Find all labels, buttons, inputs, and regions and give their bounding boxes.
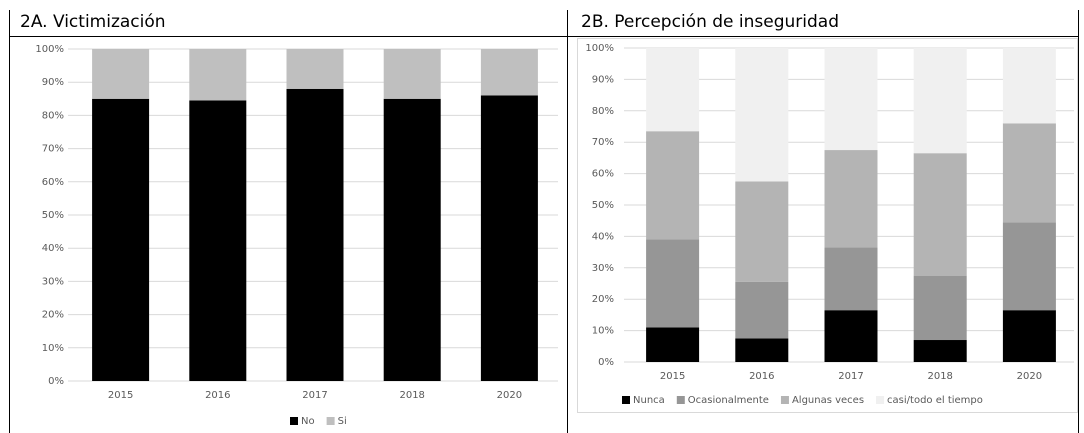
legend-label: casi/todo el tiempo bbox=[887, 395, 983, 406]
bar-segment bbox=[824, 48, 878, 151]
bar-segment bbox=[735, 181, 789, 282]
bar-segment bbox=[824, 310, 878, 362]
bar-segment bbox=[735, 338, 789, 362]
x-tick-label: 2018 bbox=[399, 390, 424, 401]
x-tick-label: 2017 bbox=[838, 371, 863, 382]
y-tick-label: 0% bbox=[48, 376, 64, 387]
y-tick-label: 60% bbox=[592, 169, 614, 180]
y-tick-label: 10% bbox=[42, 343, 64, 354]
legend-swatch bbox=[780, 396, 789, 404]
y-tick-label: 30% bbox=[592, 263, 614, 274]
legend-swatch bbox=[326, 417, 335, 425]
panel-title: 2B. Percepción de inseguridad bbox=[581, 12, 839, 32]
bar-segment bbox=[735, 281, 789, 339]
bar-segment bbox=[1002, 48, 1056, 124]
legend-swatch bbox=[676, 396, 685, 404]
bar-segment bbox=[735, 48, 789, 182]
y-tick-label: 10% bbox=[592, 326, 614, 337]
y-tick-label: 60% bbox=[42, 177, 64, 188]
x-tick-label: 2016 bbox=[749, 371, 774, 382]
bar-segment bbox=[646, 327, 700, 362]
bar-segment bbox=[913, 340, 967, 362]
y-tick-label: 20% bbox=[42, 310, 64, 321]
x-tick-label: 2015 bbox=[108, 390, 133, 401]
x-tick-label: 2015 bbox=[660, 371, 685, 382]
bar-segment bbox=[646, 48, 700, 132]
x-tick-label: 2018 bbox=[927, 371, 952, 382]
bar-segment bbox=[92, 98, 150, 382]
y-tick-label: 0% bbox=[598, 357, 614, 368]
bar-segment bbox=[646, 131, 700, 240]
x-tick-label: 2017 bbox=[302, 390, 327, 401]
bar-segment bbox=[383, 98, 441, 382]
y-tick-label: 70% bbox=[42, 144, 64, 155]
x-tick-label: 2020 bbox=[497, 390, 522, 401]
bar-segment bbox=[480, 49, 538, 96]
y-tick-label: 50% bbox=[592, 200, 614, 211]
bar-segment bbox=[824, 247, 878, 311]
legend-label: Ocasionalmente bbox=[688, 395, 769, 406]
bar-segment bbox=[913, 153, 967, 276]
bar-segment bbox=[913, 275, 967, 341]
panel-title: 2A. Victimización bbox=[20, 12, 166, 32]
legend-swatch bbox=[622, 396, 630, 404]
y-tick-label: 80% bbox=[42, 110, 64, 121]
y-tick-label: 70% bbox=[592, 137, 614, 148]
bar-segment bbox=[824, 150, 878, 248]
bar-segment bbox=[383, 49, 441, 99]
legend-label: Algunas veces bbox=[792, 395, 864, 406]
bar-segment bbox=[189, 49, 247, 101]
bar-segment bbox=[1002, 222, 1056, 311]
bar-segment bbox=[1002, 310, 1056, 362]
bar-segment bbox=[286, 88, 344, 381]
y-tick-label: 90% bbox=[42, 77, 64, 88]
bar-segment bbox=[646, 239, 700, 328]
legend-label: Nunca bbox=[633, 395, 665, 406]
legend-swatch bbox=[290, 417, 298, 425]
y-tick-label: 40% bbox=[592, 231, 614, 242]
y-tick-label: 20% bbox=[592, 294, 614, 305]
y-tick-label: 30% bbox=[42, 276, 64, 287]
y-tick-label: 80% bbox=[592, 106, 614, 117]
legend-label: Si bbox=[338, 416, 347, 427]
y-tick-label: 90% bbox=[592, 74, 614, 85]
legend-label: No bbox=[301, 416, 315, 427]
bar-segment bbox=[913, 48, 967, 154]
bar-segment bbox=[480, 95, 538, 381]
y-tick-label: 50% bbox=[42, 210, 64, 221]
legend-swatch bbox=[876, 396, 885, 404]
chart-frame bbox=[577, 38, 1078, 413]
bar-segment bbox=[189, 100, 247, 382]
x-tick-label: 2020 bbox=[1017, 371, 1042, 382]
y-tick-label: 100% bbox=[585, 43, 614, 54]
bar-segment bbox=[1002, 123, 1056, 223]
bar-segment bbox=[92, 49, 150, 99]
x-tick-label: 2016 bbox=[205, 390, 230, 401]
bar-segment bbox=[286, 49, 344, 89]
y-tick-label: 40% bbox=[42, 243, 64, 254]
y-tick-label: 100% bbox=[35, 44, 64, 55]
